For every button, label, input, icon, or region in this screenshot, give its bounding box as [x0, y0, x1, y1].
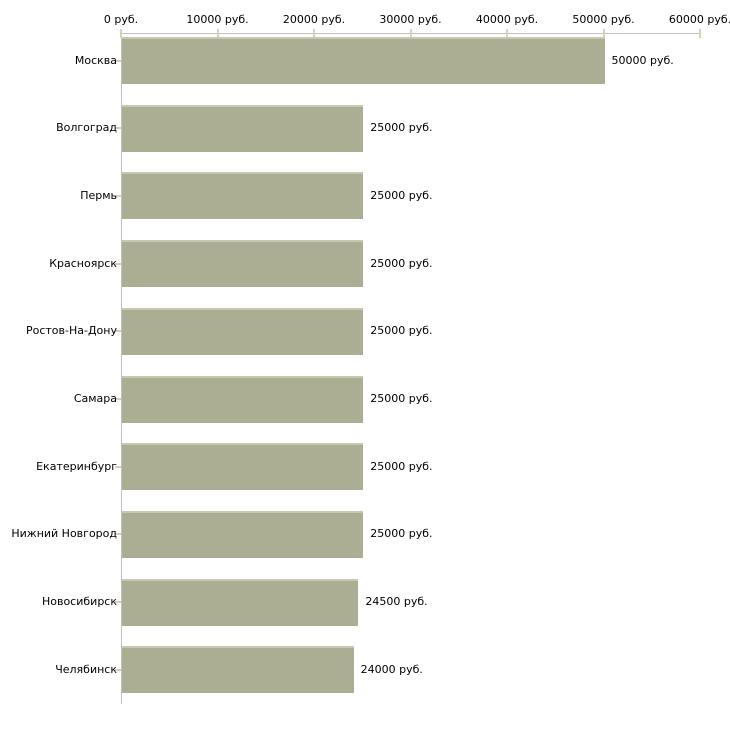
x-axis-tick-mark [120, 29, 122, 38]
category-label: Самара [73, 392, 117, 405]
category-label: Красноярск [49, 256, 117, 270]
x-axis-tick-mark [409, 29, 412, 38]
category-label: Ростов-На-Дону [25, 324, 117, 338]
value-label: 25000 руб. [370, 324, 433, 338]
value-label: 24000 руб. [360, 662, 423, 676]
y-axis-tick-mark [115, 668, 121, 671]
y-axis-tick-mark [115, 465, 121, 468]
y-axis-tick-mark [115, 127, 121, 130]
y-axis-tick-mark [115, 59, 121, 62]
value-label: 25000 руб. [370, 256, 433, 270]
y-axis-tick-mark [115, 601, 121, 604]
x-axis-tick-label: 20000 руб. [282, 13, 346, 26]
category-label: Москва [74, 53, 117, 67]
category-label: Екатеринбург [36, 459, 117, 473]
y-axis-tick-mark [115, 262, 121, 265]
y-axis-tick-mark [115, 398, 121, 400]
category-label: Волгоград [56, 121, 117, 135]
value-label: 24500 руб. [365, 595, 428, 609]
x-axis-tick-label: 30000 руб. [379, 13, 442, 26]
bar [122, 172, 364, 220]
x-axis-tick-mark [699, 29, 701, 38]
bar [122, 104, 364, 152]
bar [122, 375, 364, 423]
bar [122, 37, 605, 84]
value-label: 25000 руб. [370, 527, 433, 541]
x-axis-tick-label: 40000 руб. [475, 13, 539, 26]
y-axis-tick-mark [115, 194, 121, 197]
y-axis-line [121, 33, 122, 704]
value-label: 50000 руб. [611, 53, 674, 67]
value-label: 25000 руб. [370, 121, 433, 135]
x-axis-tick-label: 0 руб. [103, 13, 139, 26]
category-label: Новосибирск [41, 595, 117, 609]
x-axis-tick-mark [506, 29, 508, 38]
y-axis-tick-mark [115, 330, 121, 333]
category-label: Нижний Новгород [11, 527, 117, 541]
category-label: Пермь [80, 188, 117, 202]
value-label: 25000 руб. [370, 188, 433, 202]
x-axis-tick-mark [602, 29, 605, 38]
bar [122, 240, 364, 288]
category-label: Челябинск [55, 662, 117, 676]
bar [122, 646, 354, 694]
bar [122, 510, 364, 558]
x-axis-tick-mark [216, 29, 219, 38]
x-axis-tick-label: 10000 руб. [186, 13, 249, 26]
bar [122, 443, 364, 491]
x-axis-tick-label: 50000 руб. [572, 13, 635, 26]
x-axis-tick-label: 60000 руб. [668, 13, 730, 26]
y-axis-tick-mark [115, 533, 121, 536]
x-axis-tick-mark [313, 29, 315, 38]
bar [122, 307, 364, 355]
value-label: 25000 руб. [370, 459, 433, 473]
value-label: 25000 руб. [370, 392, 433, 405]
bar [122, 578, 359, 626]
